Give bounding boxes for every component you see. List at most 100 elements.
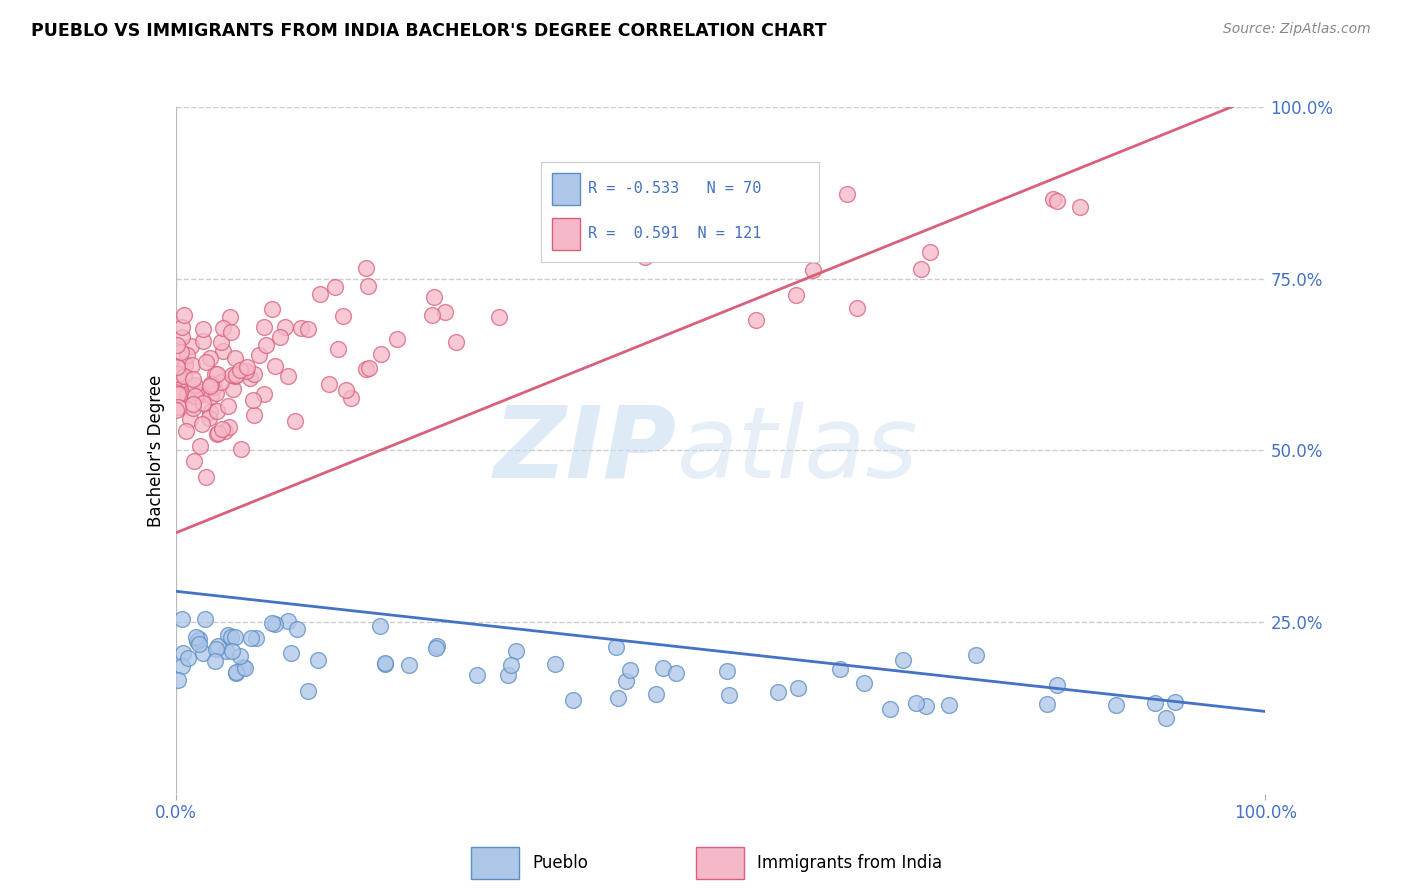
Point xyxy=(323,280,346,294)
Point xyxy=(426,639,449,653)
Point xyxy=(619,663,641,677)
Point xyxy=(966,648,988,662)
Point xyxy=(170,611,193,625)
Point xyxy=(605,640,627,655)
Point xyxy=(280,646,302,660)
Point xyxy=(169,387,191,401)
Point xyxy=(225,665,247,680)
Point xyxy=(723,227,745,241)
Point xyxy=(222,382,245,396)
Point xyxy=(385,331,408,345)
Point xyxy=(217,399,239,413)
Point xyxy=(785,287,807,301)
Text: Source: ZipAtlas.com: Source: ZipAtlas.com xyxy=(1223,22,1371,37)
Text: Immigrants from India: Immigrants from India xyxy=(756,854,942,872)
Point xyxy=(285,622,308,636)
Point xyxy=(205,641,228,656)
Point xyxy=(423,290,446,304)
Point xyxy=(195,355,218,369)
Point xyxy=(787,681,810,695)
Point xyxy=(211,422,233,436)
Point xyxy=(224,630,246,644)
Point xyxy=(177,651,200,665)
Point xyxy=(183,454,205,468)
Point xyxy=(488,310,510,325)
Point xyxy=(374,657,396,671)
Text: PUEBLO VS IMMIGRANTS FROM INDIA BACHELOR'S DEGREE CORRELATION CHART: PUEBLO VS IMMIGRANTS FROM INDIA BACHELOR… xyxy=(31,22,827,40)
Point xyxy=(651,661,673,675)
Point xyxy=(170,345,193,359)
Point xyxy=(607,691,630,706)
Point xyxy=(167,400,190,414)
Point xyxy=(191,322,214,336)
Point xyxy=(233,661,256,675)
Point xyxy=(318,376,340,391)
Point xyxy=(835,187,858,202)
Point xyxy=(194,612,217,626)
Point xyxy=(277,369,299,384)
Point xyxy=(173,357,195,371)
Bar xyxy=(553,218,579,250)
Point xyxy=(166,367,188,381)
Point xyxy=(186,633,208,648)
Point xyxy=(915,699,938,714)
Point xyxy=(195,470,218,484)
Point xyxy=(297,684,319,698)
Point xyxy=(1154,711,1177,725)
Bar xyxy=(696,847,744,879)
Point xyxy=(200,376,222,391)
Point xyxy=(211,321,233,335)
Point xyxy=(218,420,240,434)
Point xyxy=(245,632,267,646)
Point xyxy=(188,439,211,453)
Point xyxy=(277,614,299,628)
Point xyxy=(200,351,222,366)
Point xyxy=(465,667,488,681)
Point xyxy=(253,387,276,401)
Text: atlas: atlas xyxy=(678,402,918,499)
Point xyxy=(801,263,824,277)
Point xyxy=(242,393,264,408)
Point xyxy=(232,660,254,674)
Point xyxy=(181,358,204,372)
Point xyxy=(634,251,657,265)
Point xyxy=(274,319,297,334)
Text: Pueblo: Pueblo xyxy=(533,854,589,872)
Point xyxy=(176,348,198,362)
Point xyxy=(172,329,194,343)
Point xyxy=(193,396,215,410)
Point xyxy=(357,278,380,293)
Point xyxy=(221,644,243,658)
Point xyxy=(905,696,928,710)
Point xyxy=(326,342,349,356)
Point xyxy=(191,646,214,660)
Point xyxy=(354,261,377,276)
Point xyxy=(219,326,242,340)
Point xyxy=(356,362,378,376)
Point xyxy=(209,334,232,349)
Point xyxy=(717,688,740,702)
Point xyxy=(499,658,522,673)
Point xyxy=(247,348,270,362)
Point xyxy=(340,392,363,406)
Point xyxy=(165,403,187,417)
Point xyxy=(215,644,238,658)
Point xyxy=(444,334,467,349)
Point xyxy=(200,389,222,403)
Point xyxy=(256,338,278,352)
Point xyxy=(176,386,198,401)
Point xyxy=(544,657,567,671)
Point xyxy=(606,244,628,259)
Point xyxy=(217,628,239,642)
Point xyxy=(173,308,195,322)
Point xyxy=(269,330,291,344)
Point xyxy=(1035,697,1057,711)
Point xyxy=(204,654,226,668)
Point xyxy=(198,405,221,419)
Point xyxy=(202,380,225,394)
Point xyxy=(219,310,242,325)
Point xyxy=(243,409,266,423)
Point xyxy=(188,637,211,651)
Point xyxy=(172,646,194,660)
Point xyxy=(240,632,263,646)
